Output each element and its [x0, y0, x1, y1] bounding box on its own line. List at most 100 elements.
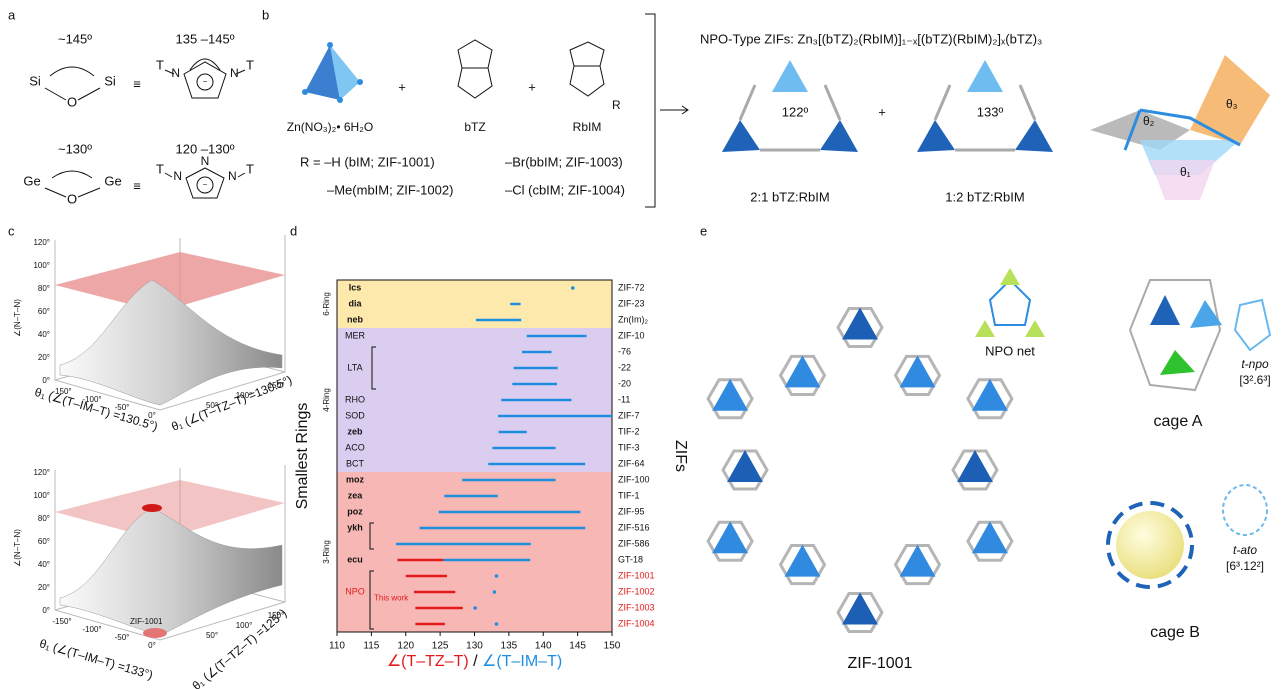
- surface: [60, 280, 282, 405]
- plus: +: [878, 104, 886, 119]
- page: {"panel_labels":["a","b","c","d","e"], "…: [0, 0, 1284, 689]
- ratio: 1:2 bTZ:RbIM: [945, 189, 1024, 204]
- atom: O: [67, 191, 77, 206]
- charge: −: [203, 77, 208, 86]
- equiv: ≡: [133, 178, 141, 193]
- x-tick-label: 130: [466, 641, 483, 652]
- base-tick-label: 150°: [268, 381, 285, 390]
- label: cage B: [1150, 624, 1200, 641]
- x-tick-label: 150: [604, 641, 621, 652]
- base-tick-label: 0°: [148, 411, 156, 420]
- atom: [357, 79, 363, 85]
- angle: 122º: [782, 104, 809, 119]
- charge: −: [203, 180, 208, 189]
- y-label: Smallest Rings: [294, 403, 311, 510]
- z-label: ∠(N–T–N): [13, 529, 22, 567]
- base-tick-label: -150°: [52, 387, 71, 396]
- base-tick-label: 100°: [236, 391, 253, 400]
- y2-tick-label: -76: [618, 346, 631, 356]
- atom: N: [228, 169, 237, 183]
- base-tick-label: 100°: [236, 621, 253, 630]
- substituent: R: [612, 98, 621, 112]
- x-tick-label: 135: [501, 641, 518, 652]
- topology-label: RHO: [345, 394, 365, 404]
- theta: θ₃: [1226, 97, 1238, 111]
- panel-b: Zn(NO₃)₂• 6H₂O + bTZ + R RbIM R = –H (bI…: [287, 14, 1270, 207]
- sphere: [1116, 511, 1184, 579]
- label: cage A: [1154, 413, 1203, 430]
- z-tick-label: 100°: [33, 491, 50, 500]
- npo-net: [990, 280, 1030, 325]
- panel-label: b: [262, 7, 269, 22]
- panel-label: c: [8, 223, 15, 238]
- y2-tick-label: ZIF-1003: [618, 602, 655, 612]
- reagent: Zn(NO₃)₂• 6H₂O: [287, 120, 373, 134]
- panel-a: ~145º Si O Si ≡ 135 –145º − N N T T ~130…: [23, 31, 254, 206]
- topology-label: ecu: [347, 554, 363, 564]
- atom: [327, 42, 333, 48]
- x-label-part: ∠(T–TZ–T): [387, 653, 469, 670]
- angle-arc: [50, 67, 94, 76]
- marker: [143, 628, 167, 638]
- range-point: [473, 606, 477, 610]
- tile: [1235, 300, 1270, 350]
- z-label: ∠(N–T–N): [13, 299, 22, 337]
- topology-label: dia: [348, 298, 362, 308]
- angle: ~130º: [58, 141, 92, 156]
- group-label: 3-Ring: [322, 540, 331, 564]
- x-tick-label: 140: [535, 641, 552, 652]
- atom: Ge: [23, 173, 40, 188]
- surface: [60, 508, 282, 635]
- panel-label: d: [290, 223, 297, 238]
- equiv: ≡: [133, 76, 141, 91]
- y2-tick-label: ZIF-100: [618, 474, 650, 484]
- angle: 133º: [977, 104, 1004, 119]
- x-tick-label: 110: [329, 641, 345, 652]
- range-point: [495, 574, 499, 578]
- topology-label: moz: [346, 474, 365, 484]
- topology-label: LTA: [347, 362, 362, 372]
- y2-tick-label: ZIF-516: [618, 522, 650, 532]
- z-tick-label: 120°: [33, 238, 50, 247]
- y2-tick-label: ZIF-95: [618, 506, 645, 516]
- atom: T: [246, 161, 254, 176]
- z-tick-label: 60°: [38, 307, 50, 316]
- z-tick-label: 80°: [38, 284, 50, 293]
- topology-label: ykh: [347, 522, 363, 532]
- y2-tick-label: -22: [618, 362, 631, 372]
- theta: θ₁: [1180, 165, 1191, 179]
- atom: [302, 89, 308, 95]
- npo-net: [1000, 268, 1020, 285]
- base-tick-label: -100°: [82, 625, 101, 634]
- z-tick-label: 40°: [38, 330, 50, 339]
- x-label: ∠(T–TZ–T) / ∠(T–IM–T): [387, 653, 562, 670]
- y2-label: ZIFs: [672, 440, 689, 472]
- theta: θ₂: [1143, 114, 1155, 128]
- base-tick-label: -100°: [82, 395, 101, 404]
- atom: Ge: [104, 173, 121, 188]
- label: [3².6³]: [1239, 373, 1270, 387]
- reagent: RbIM: [573, 120, 602, 134]
- y2-tick-label: -20: [618, 378, 631, 388]
- z-tick-label: 120°: [33, 468, 50, 477]
- x-tick-label: 145: [569, 641, 586, 652]
- topology-label: MER: [345, 330, 366, 340]
- range-point: [571, 286, 575, 290]
- topology-label: BCT: [346, 458, 365, 468]
- x-label-part: ∠(T–IM–T): [482, 653, 562, 670]
- topology-label: NPO: [345, 586, 365, 596]
- topology-label: zeb: [347, 426, 363, 436]
- y2-tick-label: ZIF-1004: [618, 618, 655, 628]
- atom: Si: [104, 73, 116, 88]
- angle-arc: [52, 171, 92, 178]
- x-tick-label: 115: [363, 641, 379, 652]
- group-label: 6-Ring: [322, 292, 331, 316]
- base-tick-label: 50°: [206, 401, 218, 410]
- x-tick-label: 120: [397, 641, 414, 652]
- y2-tick-label: ZIF-23: [618, 298, 645, 308]
- z-tick-label: 20°: [38, 353, 50, 362]
- r-definition: –Br(bbIM; ZIF-1003): [505, 154, 623, 169]
- range-point: [493, 590, 497, 594]
- atom: T: [156, 161, 164, 176]
